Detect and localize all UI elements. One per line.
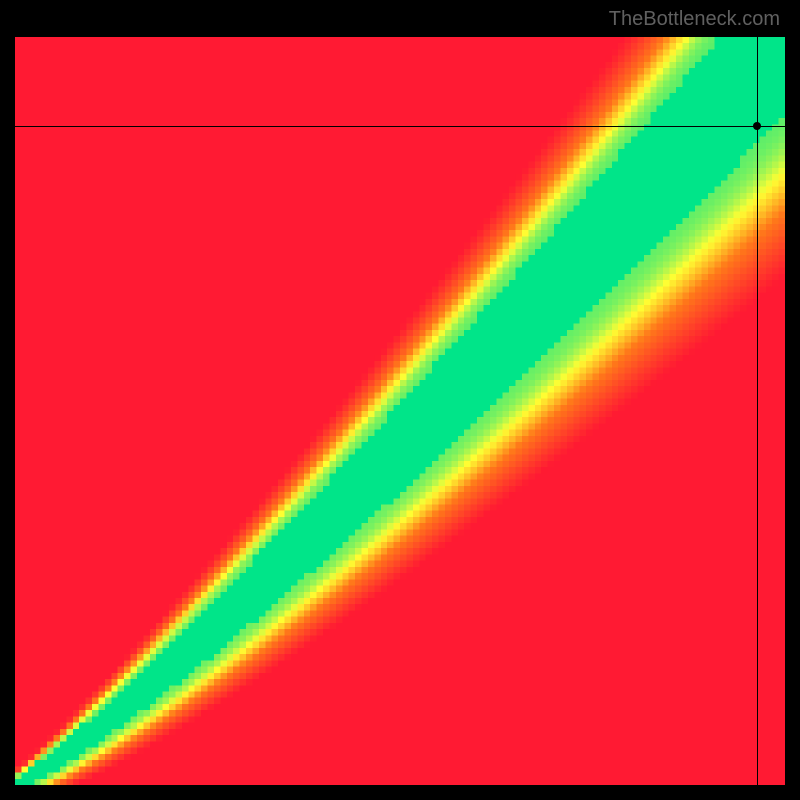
crosshair-marker bbox=[753, 122, 761, 130]
crosshair-vertical bbox=[757, 37, 758, 785]
heatmap-plot bbox=[15, 37, 785, 785]
heatmap-canvas bbox=[15, 37, 785, 785]
watermark-text: TheBottleneck.com bbox=[609, 8, 780, 31]
crosshair-horizontal bbox=[15, 126, 785, 127]
